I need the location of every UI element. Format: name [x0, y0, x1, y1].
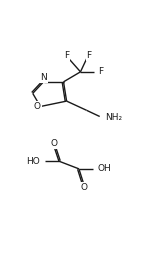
Text: HO: HO — [26, 157, 40, 166]
Text: O: O — [34, 102, 41, 111]
Text: OH: OH — [97, 164, 111, 173]
Text: F: F — [86, 51, 91, 60]
Text: F: F — [64, 51, 69, 60]
Text: F: F — [98, 67, 103, 76]
Text: N: N — [40, 73, 47, 82]
Text: NH₂: NH₂ — [105, 113, 122, 122]
Text: O: O — [51, 139, 58, 148]
Text: O: O — [80, 183, 87, 192]
